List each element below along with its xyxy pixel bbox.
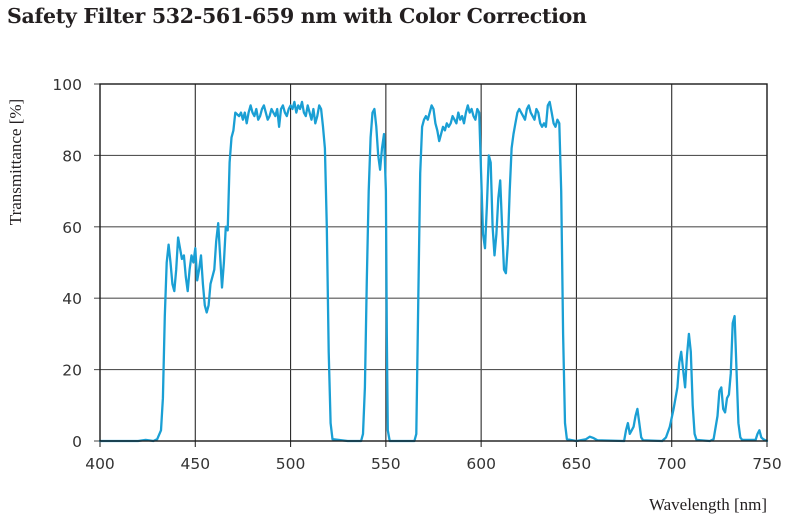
x-tick-label: 650 [562,455,592,473]
y-tick-label: 80 [62,147,82,165]
x-tick-label: 600 [466,455,496,473]
y-tick-label: 0 [72,433,82,451]
transmittance-curve [98,100,769,443]
plot-frame [99,83,768,442]
y-tick-label: 20 [62,362,82,380]
x-tick-label: 450 [180,455,210,473]
y-tick-label: 40 [62,290,82,308]
x-tick-labels: 400 450 500 550 600 650 700 750 [85,455,782,473]
x-axis-title: Wavelength [nm] [649,495,767,514]
y-axis-title: Transmittance [%] [6,99,25,225]
x-tick-label: 550 [371,455,401,473]
x-tick-label: 500 [276,455,306,473]
x-tick-label: 750 [752,455,782,473]
y-tick-label: 60 [62,219,82,237]
chart-title: Safety Filter 532-561-659 nm with Color … [7,4,587,28]
y-tick-labels: 0 20 40 60 80 100 [52,76,82,451]
x-tick-label: 400 [85,455,115,473]
x-tick-label: 700 [657,455,687,473]
y-tick-label: 100 [52,76,82,94]
